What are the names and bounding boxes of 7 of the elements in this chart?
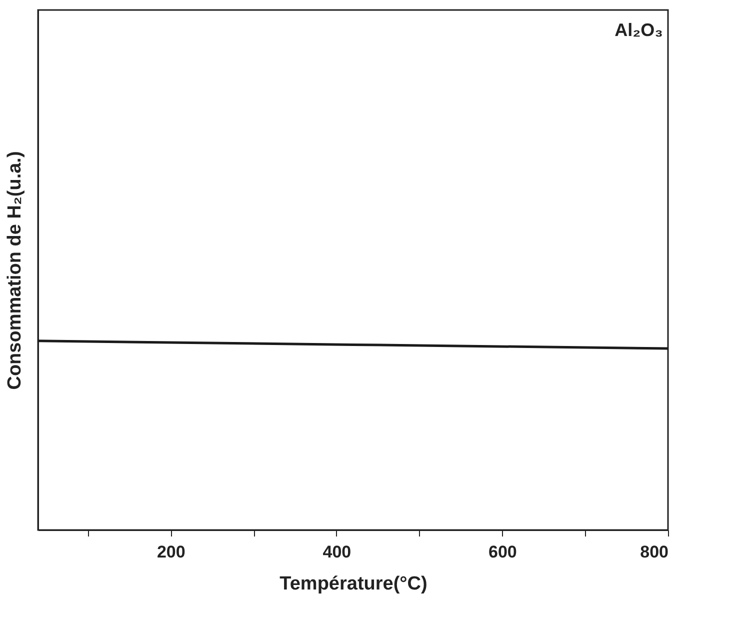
x-tick-label: 200 (156, 542, 186, 562)
x-axis-title: Température(°C) (280, 574, 428, 594)
x-tick-label: 400 (322, 542, 352, 562)
y-axis-title: Consommation de H₂(u.a.) (4, 151, 26, 390)
x-tick-label: 800 (640, 542, 668, 562)
x-tick-label: 600 (488, 542, 517, 562)
text: Al₂O₃ (614, 20, 663, 40)
